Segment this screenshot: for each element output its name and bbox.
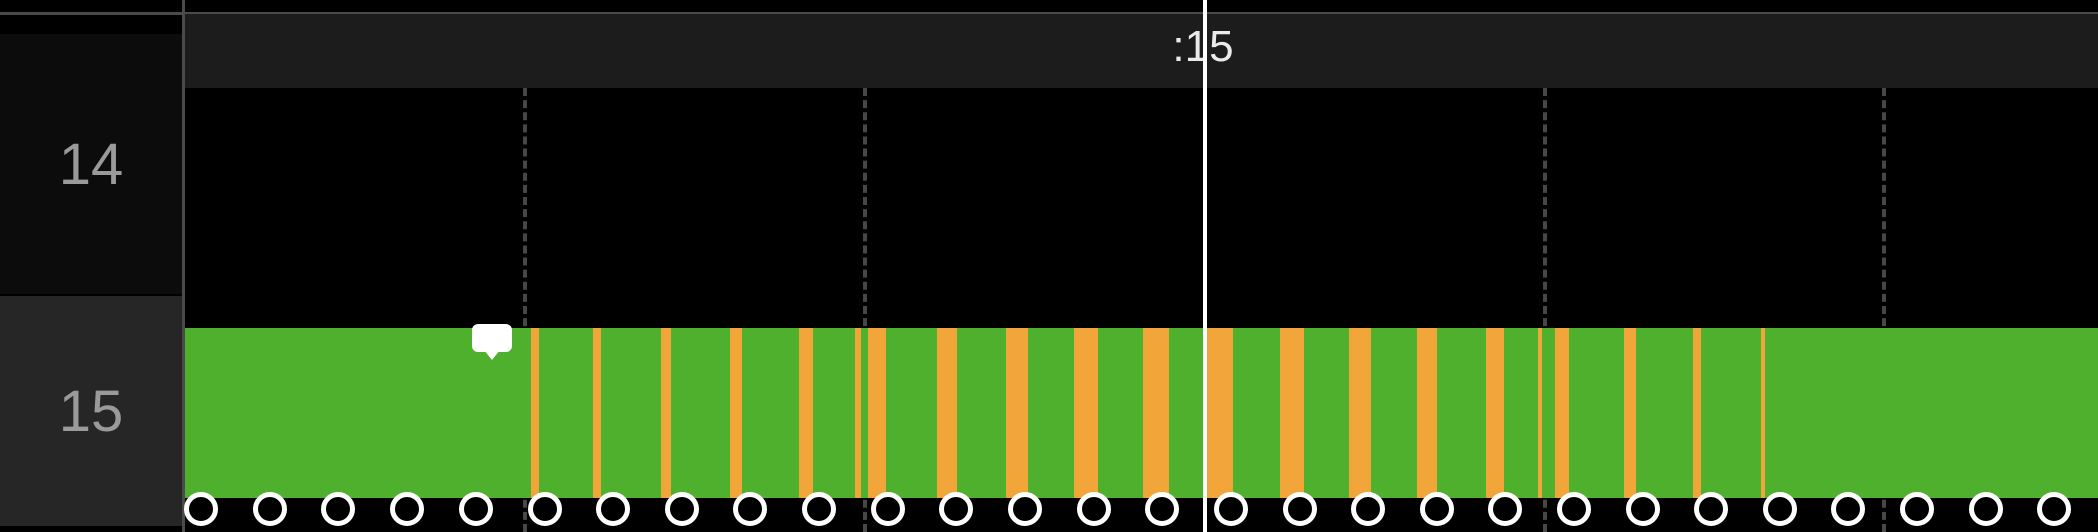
keyframe[interactable] xyxy=(939,492,973,526)
keyframe[interactable] xyxy=(1488,492,1522,526)
keyframe[interactable] xyxy=(1694,492,1728,526)
ruler-header[interactable] xyxy=(185,14,2098,88)
keyframe[interactable] xyxy=(253,492,287,526)
keyframe[interactable] xyxy=(321,492,355,526)
keyframe[interactable] xyxy=(1008,492,1042,526)
keyframe[interactable] xyxy=(1831,492,1865,526)
clip-stripe xyxy=(1280,328,1304,498)
keyframe[interactable] xyxy=(390,492,424,526)
clip-stripe xyxy=(1761,328,1765,498)
keyframe[interactable] xyxy=(2037,492,2071,526)
clip-stripe xyxy=(1486,328,1504,498)
clip-stripe xyxy=(1555,328,1569,498)
keyframe[interactable] xyxy=(665,492,699,526)
gutter-label-15: 15 xyxy=(59,378,124,445)
keyframe[interactable] xyxy=(528,492,562,526)
keyframe[interactable] xyxy=(1626,492,1660,526)
keyframe[interactable] xyxy=(1283,492,1317,526)
clip-stripe xyxy=(1143,328,1169,498)
clip-stripe xyxy=(1538,328,1542,498)
keyframe[interactable] xyxy=(596,492,630,526)
keyframe[interactable] xyxy=(1214,492,1248,526)
clip-stripe xyxy=(1207,328,1233,498)
keyframe[interactable] xyxy=(1351,492,1385,526)
keyframe[interactable] xyxy=(1420,492,1454,526)
keyframe[interactable] xyxy=(1763,492,1797,526)
clip-stripe xyxy=(1349,328,1371,498)
keyframe[interactable] xyxy=(1145,492,1179,526)
keyframe[interactable] xyxy=(1900,492,1934,526)
clip-stripe xyxy=(1693,328,1701,498)
clip-stripe xyxy=(730,328,742,498)
keyframe[interactable] xyxy=(459,492,493,526)
comment-marker-icon[interactable] xyxy=(472,324,512,352)
keyframe[interactable] xyxy=(1557,492,1591,526)
gutter-label-14: 14 xyxy=(59,131,124,198)
keyframe[interactable] xyxy=(802,492,836,526)
keyframe[interactable] xyxy=(1969,492,2003,526)
clip-stripe xyxy=(1074,328,1098,498)
clip-stripe xyxy=(1624,328,1636,498)
playhead[interactable] xyxy=(1203,0,1207,532)
track-gutter: 14 15 xyxy=(0,0,182,532)
gutter-row-14[interactable]: 14 xyxy=(0,34,182,294)
clip-stripe xyxy=(531,328,539,498)
clip-stripe xyxy=(661,328,671,498)
keyframe[interactable] xyxy=(871,492,905,526)
clip-stripe xyxy=(937,328,957,498)
gutter-row-15[interactable]: 15 xyxy=(0,296,182,526)
keyframe[interactable] xyxy=(184,492,218,526)
clip-stripe xyxy=(855,328,861,498)
clip-stripe xyxy=(593,328,601,498)
track-area[interactable]: :15 xyxy=(185,0,2098,532)
audio-clip[interactable] xyxy=(185,328,2098,498)
keyframe-row xyxy=(185,492,2098,532)
keyframe[interactable] xyxy=(733,492,767,526)
clip-stripe xyxy=(868,328,886,498)
clip-stripe xyxy=(1006,328,1028,498)
clip-stripe xyxy=(799,328,813,498)
keyframe[interactable] xyxy=(1077,492,1111,526)
timeline-root: 14 15 :15 xyxy=(0,0,2098,532)
clip-stripe xyxy=(1417,328,1437,498)
